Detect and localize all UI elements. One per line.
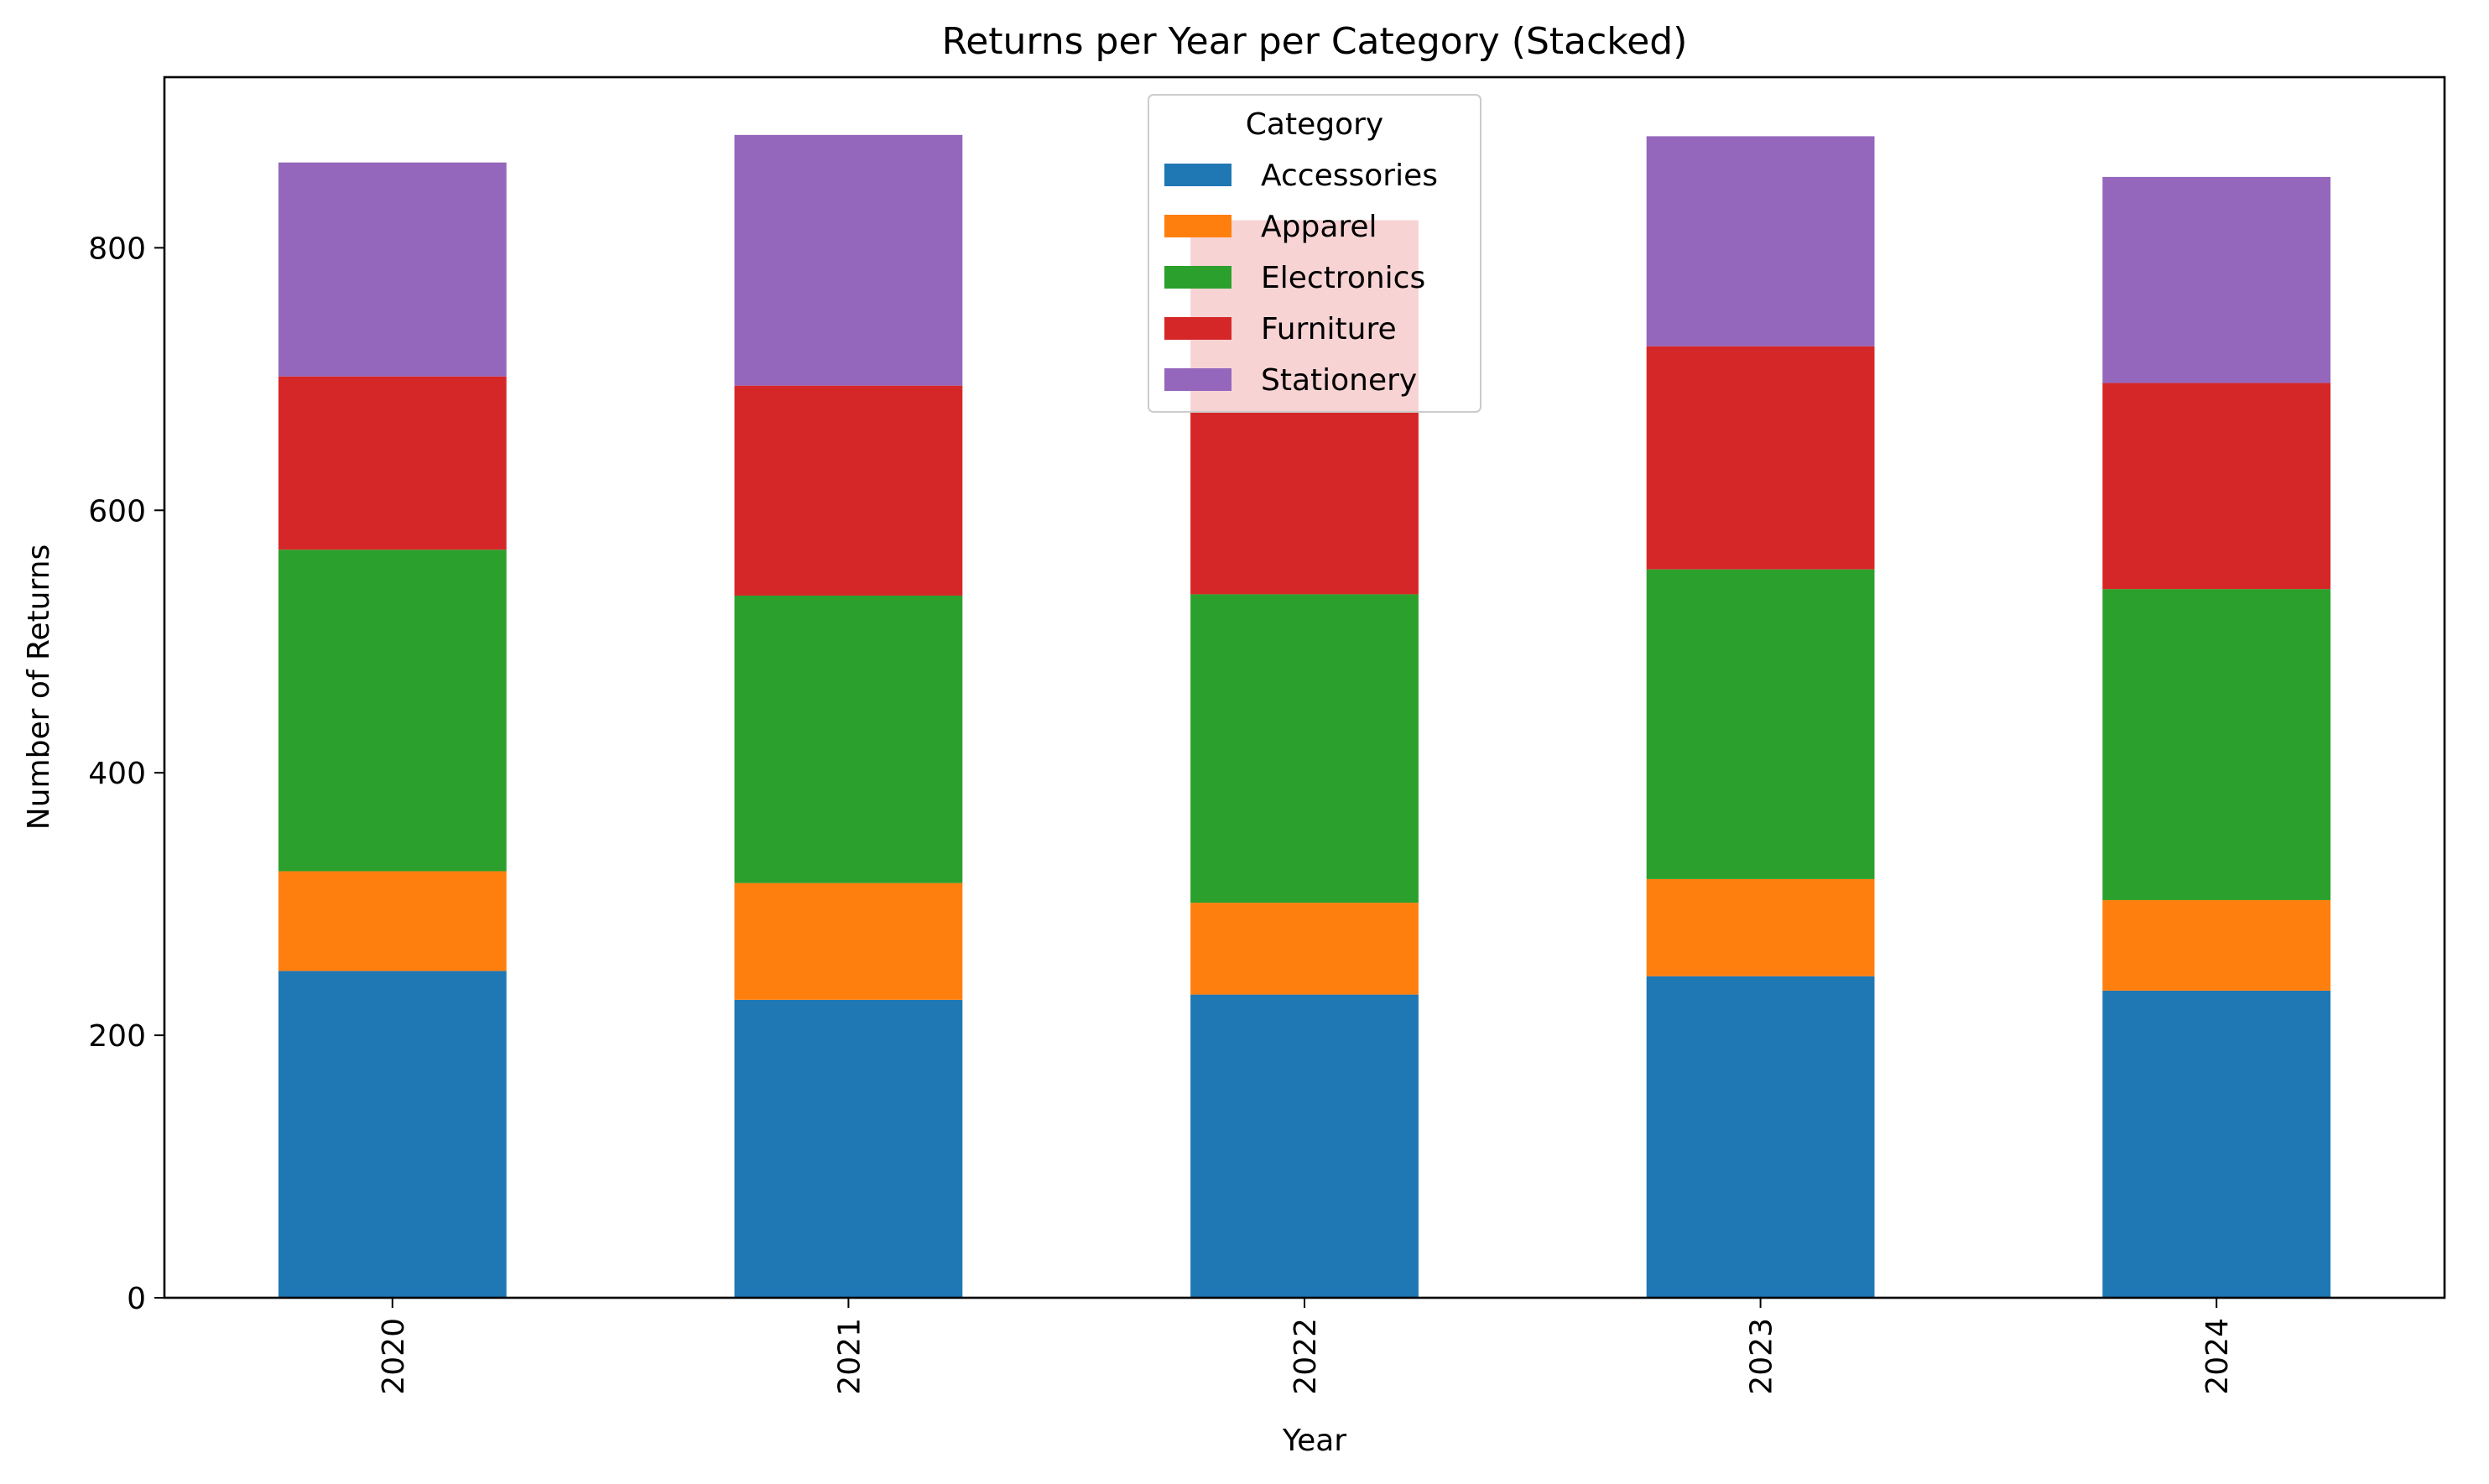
- legend-swatch-electronics: [1164, 266, 1231, 289]
- legend-swatch-apparel: [1164, 215, 1231, 237]
- legend-label-stationery: Stationery: [1261, 363, 1417, 398]
- bar-apparel-2023: [1646, 878, 1875, 976]
- bar-furniture-2021: [734, 385, 963, 596]
- legend-label-apparel: Apparel: [1261, 210, 1377, 244]
- bar-accessories-2022: [1190, 994, 1419, 1298]
- x-tick-label: 2021: [832, 1318, 867, 1395]
- bar-apparel-2021: [734, 883, 963, 1000]
- legend-label-accessories: Accessories: [1261, 159, 1438, 193]
- y-tick-label: 0: [127, 1282, 146, 1316]
- bar-stationery-2021: [734, 134, 963, 386]
- bar-stationery-2024: [2102, 176, 2331, 383]
- x-tick-label: 2023: [1745, 1318, 1779, 1395]
- bar-apparel-2022: [1190, 903, 1419, 995]
- x-axis: 2020 2021 2022 2023 2024: [377, 1298, 2235, 1395]
- x-axis-label: Year: [1282, 1424, 1346, 1458]
- bar-furniture-2023: [1646, 346, 1875, 570]
- legend-swatch-accessories: [1164, 164, 1231, 186]
- chart-title: Returns per Year per Category (Stacked): [942, 20, 1688, 63]
- y-axis-label: Number of Returns: [22, 544, 56, 830]
- bars: [278, 134, 2331, 1298]
- y-axis: 0 200 400 600 800: [88, 232, 164, 1316]
- bar-furniture-2020: [278, 376, 507, 550]
- bar-electronics-2022: [1190, 594, 1419, 903]
- bar-electronics-2024: [2102, 589, 2331, 900]
- legend-items: Accessories Apparel Electronics Furniture St…: [1164, 159, 1438, 398]
- bar-accessories-2020: [278, 971, 507, 1298]
- legend-title: Category: [1246, 107, 1383, 142]
- bar-accessories-2024: [2102, 990, 2331, 1298]
- bar-electronics-2023: [1646, 569, 1875, 879]
- y-tick-label: 400: [88, 757, 146, 791]
- legend-swatch-stationery: [1164, 368, 1231, 391]
- y-tick-label: 200: [88, 1019, 146, 1054]
- legend-swatch-furniture: [1164, 317, 1231, 340]
- bar-accessories-2023: [1646, 976, 1875, 1298]
- bar-electronics-2021: [734, 595, 963, 883]
- bar-furniture-2024: [2102, 383, 2331, 590]
- bar-accessories-2021: [734, 999, 963, 1298]
- x-tick-label: 2022: [1289, 1318, 1323, 1395]
- legend-label-electronics: Electronics: [1261, 261, 1425, 295]
- x-tick-label: 2024: [2200, 1318, 2235, 1395]
- bar-apparel-2024: [2102, 899, 2331, 991]
- bar-stationery-2020: [278, 162, 507, 377]
- bar-apparel-2020: [278, 871, 507, 971]
- bar-electronics-2020: [278, 549, 507, 872]
- y-tick-label: 600: [88, 494, 146, 529]
- legend-label-furniture: Furniture: [1261, 312, 1397, 346]
- y-tick-label: 800: [88, 232, 146, 266]
- bar-stationery-2023: [1646, 136, 1875, 346]
- legend: Category Accessories Apparel Electronics Fu…: [1148, 94, 1481, 413]
- x-tick-label: 2020: [377, 1318, 411, 1395]
